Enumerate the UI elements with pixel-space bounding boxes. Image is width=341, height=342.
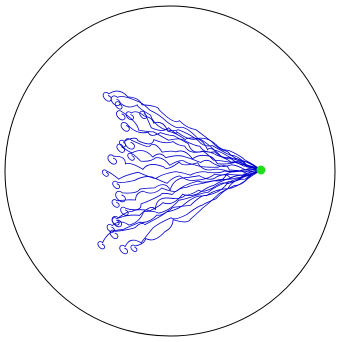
trajectory-group <box>97 90 262 255</box>
arena-boundary <box>4 5 336 337</box>
trajectory-path <box>139 110 262 171</box>
trajectory-path <box>101 169 262 180</box>
trajectory-path <box>119 137 262 171</box>
trajectory-path <box>116 143 262 171</box>
trajectory-path <box>119 169 262 255</box>
trajectory-path <box>110 95 262 171</box>
trajectory-path <box>97 169 262 250</box>
trajectory-path <box>124 138 262 171</box>
trajectory-path <box>111 169 262 208</box>
trajectory-path <box>125 111 262 171</box>
trajectory-path <box>107 154 262 172</box>
trajectory-path <box>112 168 262 189</box>
trajectory-path <box>111 169 262 226</box>
trajectory-path <box>130 169 262 252</box>
trajectory-path <box>115 169 262 203</box>
trajectory-path <box>127 152 262 172</box>
target-marker <box>256 165 266 175</box>
trajectory-path <box>120 169 262 216</box>
trajectory-path <box>102 90 262 171</box>
